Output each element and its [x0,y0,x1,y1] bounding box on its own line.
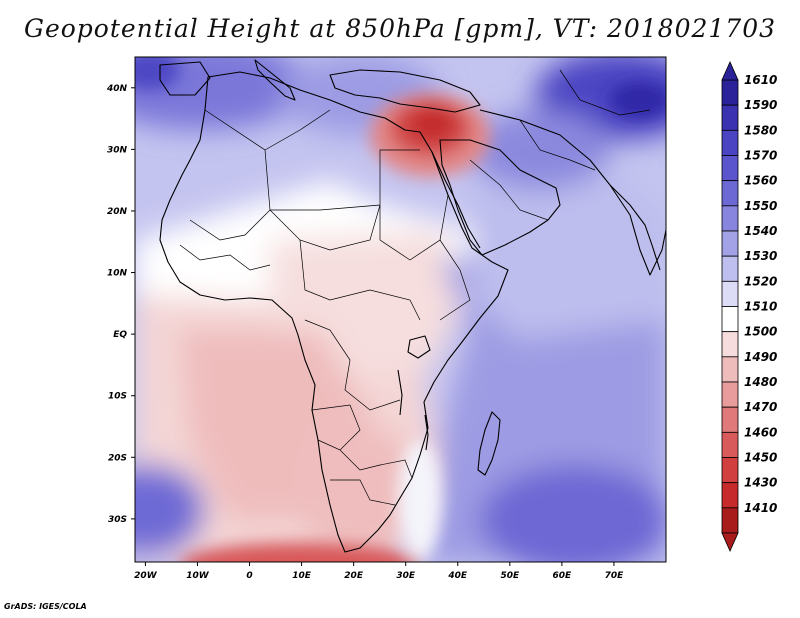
border-sahara-2 [264,109,331,151]
colorbar-label: 1560 [744,174,777,188]
field-nw-core [135,57,180,90]
lon-tick-label: 0 [246,571,252,581]
colorbar-label: 1450 [744,451,777,465]
lat-tick-label: EQ [113,330,127,340]
lat-tick-label: 30N [107,145,128,155]
colorbar-swatch [721,431,739,458]
plot-frame [134,56,667,563]
lat-tick-label: 10N [107,269,128,279]
lon-tick-label: 40E [447,571,468,581]
colorbar-label: 1590 [744,98,777,112]
colorbar-label: 1430 [744,476,777,490]
lon-tick-label: 10W [186,571,210,581]
colorbar-top-arrow [721,61,739,81]
colorbar-label: 1500 [744,325,777,339]
lon-tick-label: 50E [500,571,520,581]
border-botswana [330,479,396,506]
height-field [135,57,666,562]
colorbar-swatch [721,482,739,509]
colorbar-swatch [721,129,739,156]
colorbar-label: 1530 [744,249,777,263]
longitude-axis: 20W 10W 0 10E 20E 30E 40E 50E 60E 70E [134,562,624,581]
colorbar-label: 1490 [744,350,777,364]
colorbar-swatch [721,255,739,282]
colorbar-swatch [721,104,739,131]
lake-tanganyika [397,369,403,416]
border-south [339,449,413,479]
border-niger-chad [269,204,381,251]
colorbar-label: 1570 [744,149,777,163]
colorbar-swatch [721,507,739,534]
colorbar-swatch [721,381,739,408]
colorbar-label: 1470 [744,400,777,414]
border-congo [304,319,401,411]
colorbar-label: 1520 [744,274,777,288]
africa-coastline [159,71,509,553]
colorbar-swatch [721,356,739,383]
colorbar-swatch [721,306,739,333]
map-title: Geopotential Height at 850hPa [gpm], VT:… [23,14,777,43]
field-asia-core [610,82,666,118]
grads-credit: GrADS: IGES/COLA [4,602,87,611]
colorbar-swatch [721,230,739,257]
india-coastline [609,184,666,276]
border-iran [519,119,596,171]
lake-malawi [424,414,429,451]
lat-tick-label: 30S [108,515,127,525]
colorbar-swatch [721,280,739,307]
lon-tick-label: 20E [344,571,364,581]
field-indian-ocean-high [480,465,666,562]
border-angola [311,404,361,451]
lon-tick-label: 30E [396,571,416,581]
latitude-axis: 40N 30N 20N 10N EQ 10S 20S 30S [106,84,135,525]
field-egypt-low-core [410,108,454,140]
lake-victoria [407,335,431,359]
colorbar-label: 1540 [744,224,777,238]
country-borders [179,69,651,506]
border-asia-north [559,69,651,116]
lat-tick-label: 10S [108,392,127,402]
colorbar: 1610 1590 1580 1570 1560 1550 1540 1530 1520 1510… [721,61,777,552]
border-westafrica [179,244,271,271]
italy-coastline [254,59,296,101]
colorbar-bottom-arrow [721,532,739,552]
field-southern-africa [300,420,420,560]
field-east-south-africa-white [398,440,442,560]
madagascar-coastline [477,411,501,476]
lat-tick-label: 40N [106,84,128,94]
border-arabia [469,159,549,221]
colorbar-label: 1510 [744,300,777,314]
border-ethiopia [439,239,471,321]
border-mali [189,209,271,241]
colorbar-swatch [721,457,739,484]
lat-tick-label: 20S [108,453,127,463]
colorbar-label: 1580 [744,123,777,137]
field-south-atlantic-high [135,465,205,555]
colorbar-label: 1610 [744,73,777,87]
colorbar-swatch [721,406,739,433]
lat-tick-label: 20N [107,207,128,217]
colorbar-label: 1550 [744,199,777,213]
lon-tick-label: 10E [292,571,312,581]
border-central [299,239,421,321]
lon-tick-label: 60E [553,571,573,581]
colorbar-label: 1410 [744,501,777,515]
border-sudan [379,194,449,261]
coastlines [159,59,666,553]
lon-tick-label: 20W [134,571,158,581]
colorbar-swatch [721,155,739,182]
greece-turkey-coastline [329,69,481,113]
colorbar-swatch [721,79,739,106]
colorbar-swatch [721,205,739,232]
colorbar-label: 1460 [744,425,777,439]
iberia-coastline [159,61,211,96]
colorbar-label: 1480 [744,375,777,389]
field-arabian-sea [470,160,666,340]
colorbar-swatch [721,180,739,207]
red-sea-coast [431,151,481,249]
colorbar-swatch [721,331,739,358]
lon-tick-label: 70E [605,571,625,581]
